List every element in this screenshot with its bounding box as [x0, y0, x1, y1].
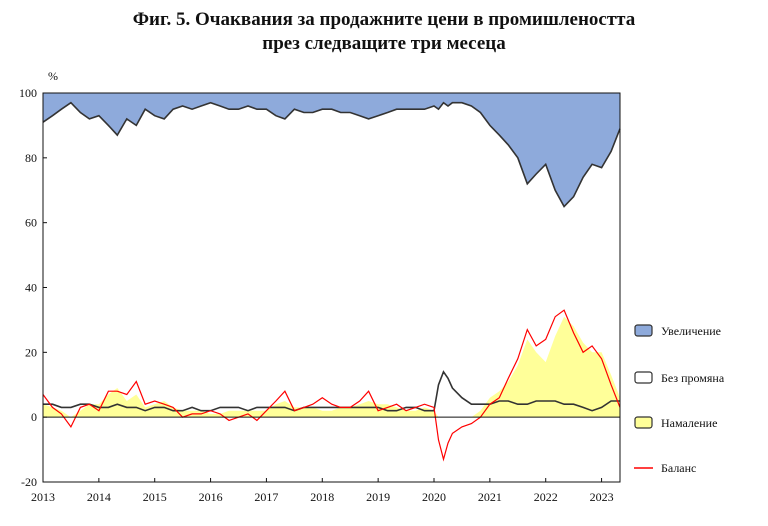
- y-axis-label: %: [48, 69, 58, 83]
- x-tick-label: 2016: [199, 490, 223, 504]
- x-tick-label: 2020: [422, 490, 446, 504]
- legend-label: Намаление: [661, 416, 717, 430]
- x-tick-label: 2015: [143, 490, 167, 504]
- y-tick-label: 20: [25, 345, 37, 359]
- legend-label: Увеличение: [661, 324, 721, 338]
- x-tick-label: 2017: [254, 490, 278, 504]
- series-area-uvelichenie: [43, 93, 620, 207]
- x-tick-label: 2023: [590, 490, 614, 504]
- series-line-uvelichenie: [42, 101, 621, 208]
- legend-label: Без промяна: [661, 371, 725, 385]
- legend-swatch: [634, 371, 653, 384]
- legend-swatch: [634, 416, 653, 429]
- legend: Увеличение Без промяна Намаление Баланс: [634, 324, 725, 475]
- y-tick-label: 0: [31, 410, 37, 424]
- legend-label: Баланс: [661, 461, 696, 475]
- plot-area: [42, 93, 621, 462]
- y-tick-label: -20: [21, 475, 37, 489]
- x-tick-label: 2022: [534, 490, 558, 504]
- y-tick-label: 60: [25, 216, 37, 230]
- x-tick-label: 2013: [31, 490, 55, 504]
- x-tick-label: 2019: [366, 490, 390, 504]
- x-tick-label: 2021: [478, 490, 502, 504]
- y-tick-label: 80: [25, 151, 37, 165]
- legend-swatch: [634, 324, 653, 337]
- x-tick-label: 2018: [310, 490, 334, 504]
- chart-title: Фиг. 5. Очаквания за продажните цени в п…: [0, 8, 768, 56]
- chart-title-line2: през следващите три месеца: [262, 33, 506, 54]
- y-tick-label: 100: [19, 86, 37, 100]
- x-tick-label: 2014: [87, 490, 111, 504]
- series-line-balans: [42, 309, 621, 462]
- chart-title-line1: Фиг. 5. Очаквания за продажните цени в п…: [132, 9, 636, 30]
- axes: -20 0 20 40 60 80 100% 2013 2014 2015 2016 2017 2018…: [19, 69, 621, 504]
- y-tick-label: 40: [25, 281, 37, 295]
